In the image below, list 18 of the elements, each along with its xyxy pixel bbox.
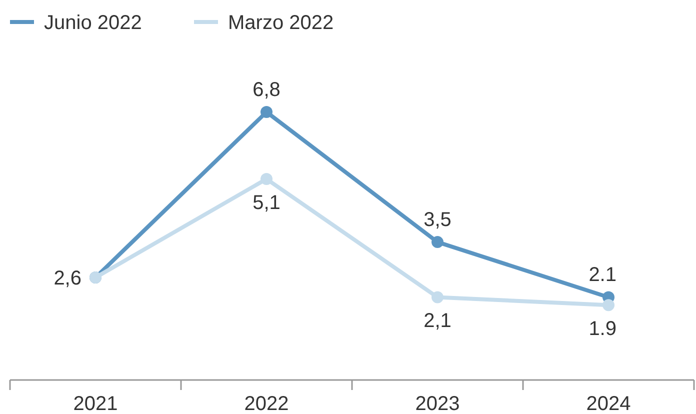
point	[260, 173, 272, 185]
x-tick-label: 2021	[73, 393, 118, 414]
data-label: 2,1	[424, 310, 452, 332]
point	[260, 106, 272, 118]
data-label: 2.1	[588, 264, 616, 286]
legend-label: Junio 2022	[44, 12, 142, 34]
data-label: 2,6	[54, 268, 82, 290]
data-label: 1.9	[588, 318, 616, 340]
x-tick-label: 2022	[244, 393, 289, 414]
x-tick-label: 2023	[415, 393, 460, 414]
data-label: 3,5	[424, 209, 452, 232]
legend-label: Marzo 2022	[228, 12, 334, 34]
data-label: 5,1	[252, 192, 280, 214]
data-label: 6,8	[252, 79, 280, 101]
point	[432, 291, 444, 304]
x-tick-label: 2024	[586, 393, 631, 414]
point	[432, 236, 444, 248]
point	[602, 299, 614, 312]
